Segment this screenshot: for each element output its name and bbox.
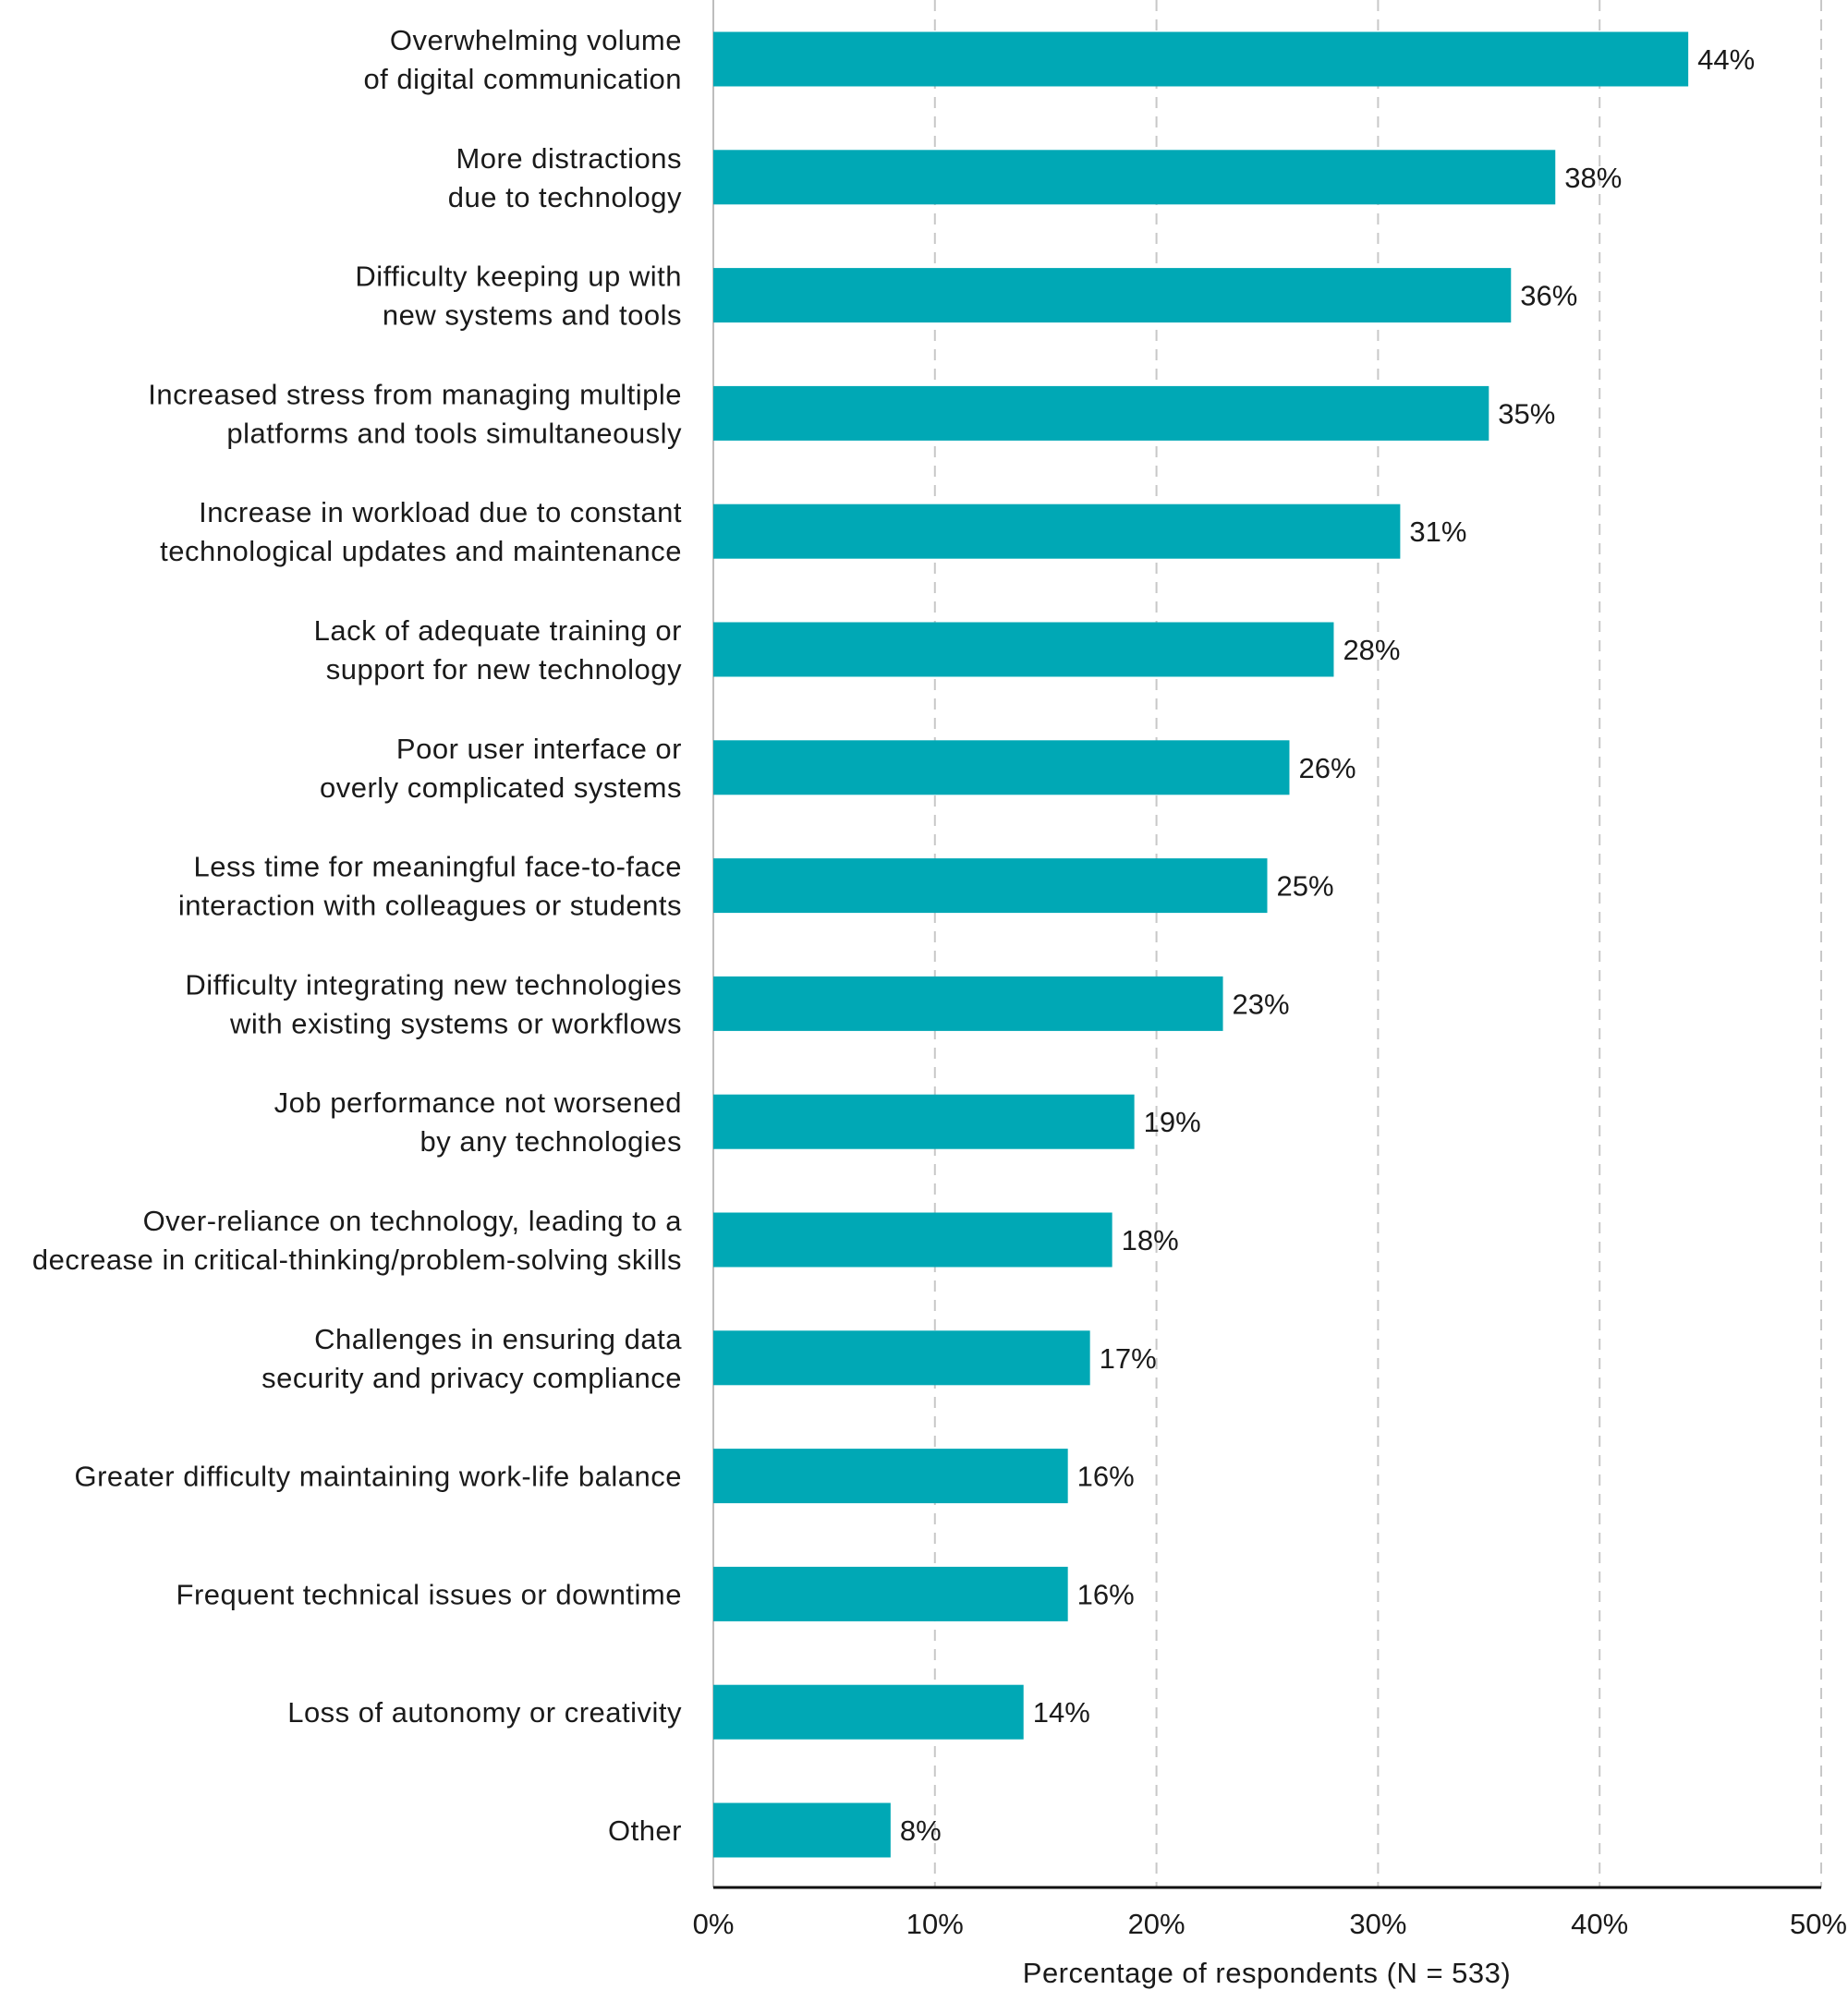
value-label-11: 17% — [1100, 1342, 1157, 1375]
category-label-3: Increased stress from managing multiple p… — [148, 378, 682, 449]
category-label-line: Increase in workload due to constant — [199, 496, 682, 528]
category-label-line: due to technology — [448, 181, 682, 213]
category-label-line: Lack of adequate training or — [314, 614, 682, 647]
value-label-14: 14% — [1033, 1696, 1090, 1729]
category-label-0: Overwhelming volume of digital communicat… — [363, 24, 682, 95]
category-label-8: Difficulty integrating new technologies w… — [185, 968, 682, 1039]
x-axis-title: Percentage of respondents (N = 533) — [1023, 1957, 1511, 1989]
x-tick-label-20: 20% — [1128, 1908, 1185, 1940]
category-label-line: by any technologies — [419, 1125, 682, 1158]
category-label-15: Other — [608, 1814, 682, 1847]
category-label-7: Less time for meaningful face-to-face int… — [178, 851, 682, 922]
value-label-15: 8% — [900, 1814, 942, 1847]
category-label-line: interaction with colleagues or students — [178, 890, 682, 922]
x-tick-label-0: 0% — [693, 1908, 735, 1940]
bar-5 — [713, 622, 1334, 677]
bars — [713, 31, 1689, 1858]
bar-6 — [713, 740, 1290, 795]
category-label-line: Greater difficulty maintaining work-life… — [74, 1461, 682, 1493]
x-axis: 0% 10% 20% 30% 40% 50% — [693, 1886, 1847, 1940]
category-label-6: Poor user interface or overly complicated… — [320, 733, 682, 804]
category-label-5: Lack of adequate training or support for … — [314, 614, 682, 686]
category-label-10: Over-reliance on technology, leading to … — [32, 1205, 682, 1276]
bar-14 — [713, 1684, 1024, 1740]
category-label-9: Job performance not worsened by any techn… — [274, 1086, 682, 1158]
x-tick-label-10: 10% — [906, 1908, 964, 1940]
value-label-2: 36% — [1520, 280, 1577, 312]
category-label-line: security and privacy compliance — [261, 1362, 682, 1394]
value-label-4: 31% — [1409, 516, 1466, 548]
bar-7 — [713, 858, 1268, 914]
bar-3 — [713, 385, 1489, 441]
value-label-3: 35% — [1498, 397, 1555, 430]
category-label-line: platforms and tools simultaneously — [226, 417, 682, 449]
bar-2 — [713, 268, 1512, 323]
category-label-14: Loss of autonomy or creativity — [287, 1696, 682, 1729]
x-tick-label-30: 30% — [1349, 1908, 1406, 1940]
value-label-12: 16% — [1077, 1461, 1135, 1493]
value-label-1: 38% — [1564, 162, 1622, 194]
category-label-12: Greater difficulty maintaining work-life… — [74, 1461, 682, 1493]
category-label-line: Less time for meaningful face-to-face — [193, 851, 682, 883]
bar-12 — [713, 1449, 1068, 1504]
x-tick-label-40: 40% — [1571, 1908, 1628, 1940]
bar-15 — [713, 1802, 891, 1858]
value-label-9: 19% — [1144, 1106, 1201, 1138]
category-label-line: with existing systems or workflows — [229, 1007, 682, 1039]
category-label-line: overly complicated systems — [320, 771, 682, 804]
category-label-line: Other — [608, 1814, 682, 1847]
category-label-2: Difficulty keeping up with new systems an… — [355, 261, 682, 332]
category-label-line: Difficulty integrating new technologies — [185, 968, 682, 1001]
category-label-line: new systems and tools — [383, 299, 682, 332]
value-label-5: 28% — [1343, 634, 1400, 666]
category-label-line: Over-reliance on technology, leading to … — [143, 1205, 683, 1237]
bar-10 — [713, 1212, 1112, 1268]
category-labels: Overwhelming volume of digital communicat… — [32, 24, 682, 1847]
value-label-7: 25% — [1277, 870, 1334, 903]
category-label-1: More distractions due to technology — [448, 142, 682, 213]
bar-8 — [713, 976, 1223, 1031]
x-tick-label-50: 50% — [1790, 1908, 1847, 1940]
category-label-line: technological updates and maintenance — [160, 535, 682, 567]
category-label-4: Increase in workload due to constant tech… — [160, 496, 682, 567]
value-label-10: 18% — [1122, 1224, 1179, 1256]
bar-13 — [713, 1566, 1068, 1621]
category-label-line: of digital communication — [363, 63, 682, 95]
category-label-line: Increased stress from managing multiple — [148, 378, 682, 410]
bar-0 — [713, 31, 1689, 87]
category-label-line: support for new technology — [326, 653, 682, 686]
category-label-11: Challenges in ensuring data security and … — [261, 1323, 682, 1394]
category-label-line: Challenges in ensuring data — [314, 1323, 682, 1355]
category-label-line: decrease in critical-thinking/problem-so… — [32, 1244, 682, 1276]
bar-9 — [713, 1094, 1135, 1149]
value-label-13: 16% — [1077, 1578, 1135, 1610]
category-label-line: Overwhelming volume — [390, 24, 682, 56]
bar-11 — [713, 1330, 1090, 1386]
category-label-line: Frequent technical issues or downtime — [176, 1578, 682, 1610]
bar-4 — [713, 504, 1401, 559]
category-label-line: Loss of autonomy or creativity — [287, 1696, 682, 1729]
category-label-line: Job performance not worsened — [274, 1086, 682, 1119]
value-labels: 44% 38% 36% 35% 31% 28% 26% 25% 23% 19% 18% 17% 16% 1… — [900, 43, 1755, 1847]
category-label-line: More distractions — [456, 142, 682, 175]
category-label-13: Frequent technical issues or downtime — [176, 1578, 682, 1610]
category-label-line: Difficulty keeping up with — [355, 261, 682, 293]
bar-1 — [713, 150, 1556, 205]
value-label-8: 23% — [1233, 988, 1290, 1020]
value-label-0: 44% — [1697, 43, 1755, 76]
category-label-line: Poor user interface or — [396, 733, 682, 765]
value-label-6: 26% — [1298, 752, 1356, 784]
